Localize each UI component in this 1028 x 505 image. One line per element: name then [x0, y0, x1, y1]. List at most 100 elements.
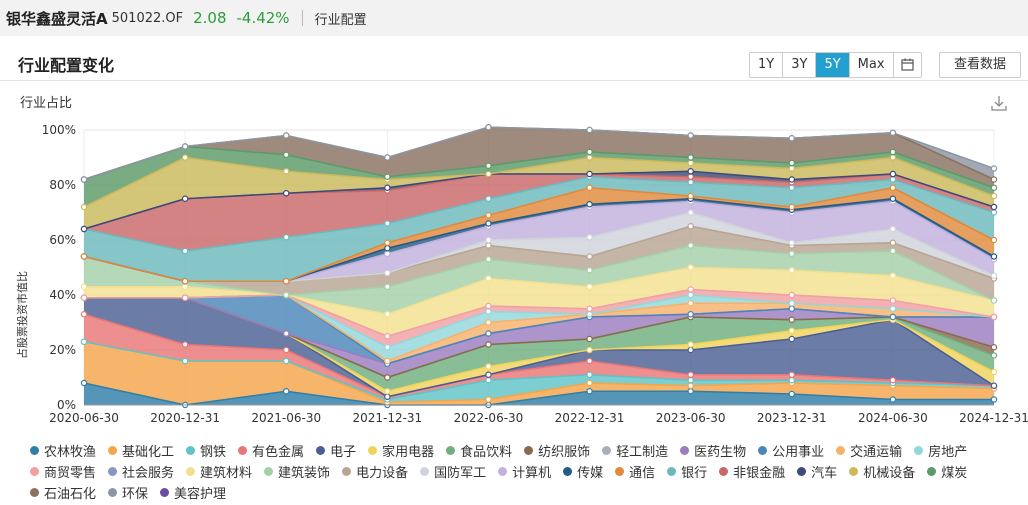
data-point	[384, 357, 391, 365]
chart-legend: 农林牧渔 基础化工 钢铁 有色金属 电子 家用电器 食品饮料 纺织服饰 轻工制造 医药生物 公用事业…	[30, 440, 1020, 503]
data-point	[788, 176, 795, 183]
data-point	[788, 239, 795, 246]
legend-item[interactable]: 商贸零售	[30, 461, 96, 482]
data-point	[485, 275, 492, 282]
legend-item[interactable]: 建筑装饰	[264, 461, 330, 482]
legend-item[interactable]: 环保	[108, 482, 148, 503]
data-point	[990, 165, 998, 172]
legend-item[interactable]: 轻工制造	[602, 440, 668, 461]
data-point	[788, 203, 795, 211]
range-5y-button[interactable]: 5Y	[816, 53, 850, 77]
legend-label: 医药生物	[694, 445, 747, 460]
legend-item[interactable]: 计算机	[498, 461, 551, 482]
data-point	[485, 212, 492, 219]
legend-item[interactable]: 家用电器	[368, 440, 434, 461]
legend-item[interactable]: 传媒	[563, 461, 603, 482]
data-point	[889, 272, 897, 279]
legend-item[interactable]: 建筑材料	[186, 461, 252, 482]
data-point	[990, 344, 998, 351]
legend-item[interactable]: 钢铁	[186, 440, 226, 461]
data-point	[384, 154, 391, 161]
data-point	[586, 126, 593, 134]
legend-label: 汽车	[811, 466, 838, 481]
data-point	[990, 352, 998, 359]
legend-item[interactable]: 美容护理	[160, 482, 226, 503]
data-point	[586, 234, 593, 241]
calendar-icon[interactable]	[893, 53, 921, 77]
legend-item[interactable]: 石油石化	[30, 482, 96, 503]
data-point	[485, 162, 492, 169]
data-point	[889, 176, 897, 183]
data-point	[181, 143, 189, 150]
legend-item[interactable]: 公用事业	[758, 440, 824, 461]
legend-label: 农林牧渔	[44, 445, 97, 460]
data-point	[687, 371, 694, 378]
legend-item[interactable]: 汽车	[797, 461, 837, 482]
legend-marker	[30, 467, 39, 476]
legend-item[interactable]: 机械设备	[849, 461, 915, 482]
legend-item[interactable]: 电力设备	[342, 461, 408, 482]
series-area	[84, 127, 994, 188]
series-line	[83, 126, 995, 181]
series-area	[84, 187, 994, 282]
data-point	[181, 283, 189, 290]
range-max-button[interactable]: Max	[849, 53, 894, 77]
data-point	[788, 291, 795, 299]
data-point	[586, 335, 593, 343]
legend-item[interactable]: 纺织服饰	[524, 440, 590, 461]
legend-label: 公用事业	[772, 445, 825, 460]
series-line	[83, 156, 995, 208]
legend-item[interactable]: 银行	[667, 461, 707, 482]
legend-item[interactable]: 煤炭	[927, 461, 967, 482]
view-data-button[interactable]: 查看数据	[939, 52, 1021, 78]
legend-item[interactable]: 电子	[316, 440, 356, 461]
range-1y-button[interactable]: 1Y	[750, 53, 784, 77]
series-line	[83, 244, 995, 302]
data-point	[586, 148, 593, 156]
axes: 0% 20% 40% 60% 80% 100% 2020-06-30 2020-12-31 20…	[42, 123, 1028, 425]
download-icon[interactable]	[990, 94, 1010, 114]
data-point	[990, 184, 998, 191]
data-point	[788, 305, 795, 312]
data-point	[485, 330, 492, 337]
legend-label: 纺织服饰	[538, 445, 591, 460]
data-point	[788, 316, 795, 323]
data-point	[687, 173, 694, 180]
data-point	[889, 377, 897, 384]
legend-item[interactable]: 交通运输	[836, 440, 902, 461]
legend-label: 非银金融	[733, 466, 786, 481]
legend-item[interactable]: 国防军工	[420, 461, 486, 482]
data-point	[283, 132, 290, 139]
data-point	[788, 135, 795, 142]
legend-item[interactable]: 通信	[615, 461, 655, 482]
legend-marker	[927, 467, 937, 476]
data-point	[788, 327, 795, 334]
legend-item[interactable]: 农林牧渔	[30, 440, 96, 461]
legend-item[interactable]: 社会服务	[108, 461, 174, 482]
data-point	[990, 272, 998, 279]
legend-item[interactable]: 房地产	[914, 440, 967, 461]
legend-marker	[849, 467, 859, 476]
data-point	[586, 154, 593, 161]
y-tick-label: 40%	[49, 288, 76, 302]
legend-marker	[238, 446, 248, 455]
legend-item[interactable]: 医药生物	[680, 440, 746, 461]
data-point	[788, 371, 795, 378]
series-line	[83, 145, 995, 189]
series-line	[83, 175, 995, 252]
legend-item[interactable]: 食品饮料	[446, 440, 512, 461]
legend-item[interactable]: 有色金属	[238, 440, 304, 461]
range-3y-button[interactable]: 3Y	[783, 53, 817, 77]
data-point	[990, 253, 998, 260]
data-point	[384, 393, 391, 400]
section-link-industry[interactable]: 行业配置	[314, 12, 367, 28]
data-point	[788, 300, 795, 307]
data-point	[687, 382, 694, 389]
data-point	[687, 300, 694, 307]
data-point	[485, 256, 492, 263]
legend-item[interactable]: 基础化工	[108, 440, 174, 461]
legend-item[interactable]: 非银金融	[719, 461, 785, 482]
x-tick-label: 2020-06-30	[49, 411, 119, 425]
series-line	[83, 313, 995, 398]
legend-label: 建筑装饰	[278, 466, 331, 481]
